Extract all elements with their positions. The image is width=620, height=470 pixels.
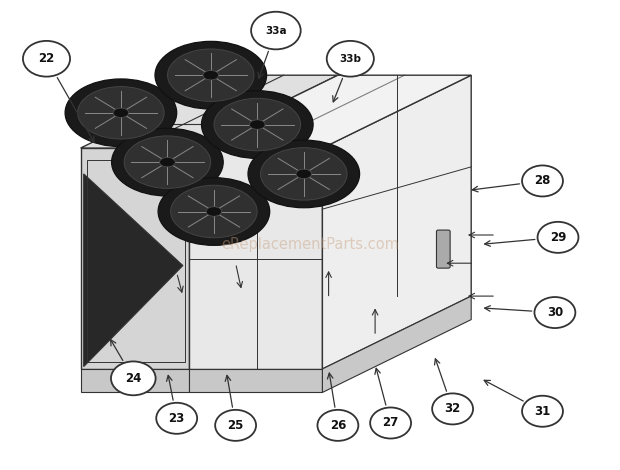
Text: 33a: 33a <box>265 25 286 36</box>
Ellipse shape <box>112 128 223 196</box>
Ellipse shape <box>260 148 347 200</box>
Polygon shape <box>189 75 471 148</box>
Circle shape <box>327 41 374 77</box>
Text: 32: 32 <box>445 402 461 415</box>
Ellipse shape <box>203 70 219 80</box>
Ellipse shape <box>214 98 301 151</box>
Ellipse shape <box>159 157 175 167</box>
Polygon shape <box>322 296 471 392</box>
Circle shape <box>522 165 563 196</box>
Text: 26: 26 <box>330 419 346 432</box>
Text: 31: 31 <box>534 405 551 418</box>
FancyBboxPatch shape <box>436 230 450 268</box>
Ellipse shape <box>248 140 360 208</box>
Ellipse shape <box>167 49 254 102</box>
Circle shape <box>432 393 473 424</box>
Circle shape <box>23 41 70 77</box>
Circle shape <box>538 222 578 253</box>
Polygon shape <box>189 369 322 392</box>
Polygon shape <box>81 148 189 369</box>
Text: 24: 24 <box>125 372 141 385</box>
Ellipse shape <box>65 79 177 147</box>
Polygon shape <box>81 369 189 392</box>
Text: 23: 23 <box>169 412 185 425</box>
Ellipse shape <box>124 136 211 188</box>
Text: 29: 29 <box>550 231 566 244</box>
Ellipse shape <box>206 207 222 216</box>
Circle shape <box>215 410 256 441</box>
Ellipse shape <box>113 108 129 118</box>
Text: 22: 22 <box>38 52 55 65</box>
Ellipse shape <box>78 86 164 139</box>
Text: 30: 30 <box>547 306 563 319</box>
Circle shape <box>156 403 197 434</box>
Polygon shape <box>189 148 322 369</box>
Ellipse shape <box>296 169 312 179</box>
Text: 28: 28 <box>534 174 551 188</box>
Circle shape <box>522 396 563 427</box>
Polygon shape <box>322 75 471 369</box>
Circle shape <box>251 12 301 49</box>
Circle shape <box>111 361 156 395</box>
Circle shape <box>317 410 358 441</box>
Polygon shape <box>84 174 183 367</box>
Text: 33b: 33b <box>339 54 361 64</box>
Ellipse shape <box>170 185 257 238</box>
Circle shape <box>534 297 575 328</box>
Text: 25: 25 <box>228 419 244 432</box>
Ellipse shape <box>155 41 267 109</box>
Polygon shape <box>81 75 338 148</box>
Text: eReplacementParts.com: eReplacementParts.com <box>221 237 399 252</box>
Ellipse shape <box>158 178 270 245</box>
Circle shape <box>370 407 411 439</box>
Text: 27: 27 <box>383 416 399 430</box>
Ellipse shape <box>202 91 313 158</box>
Ellipse shape <box>249 120 265 129</box>
